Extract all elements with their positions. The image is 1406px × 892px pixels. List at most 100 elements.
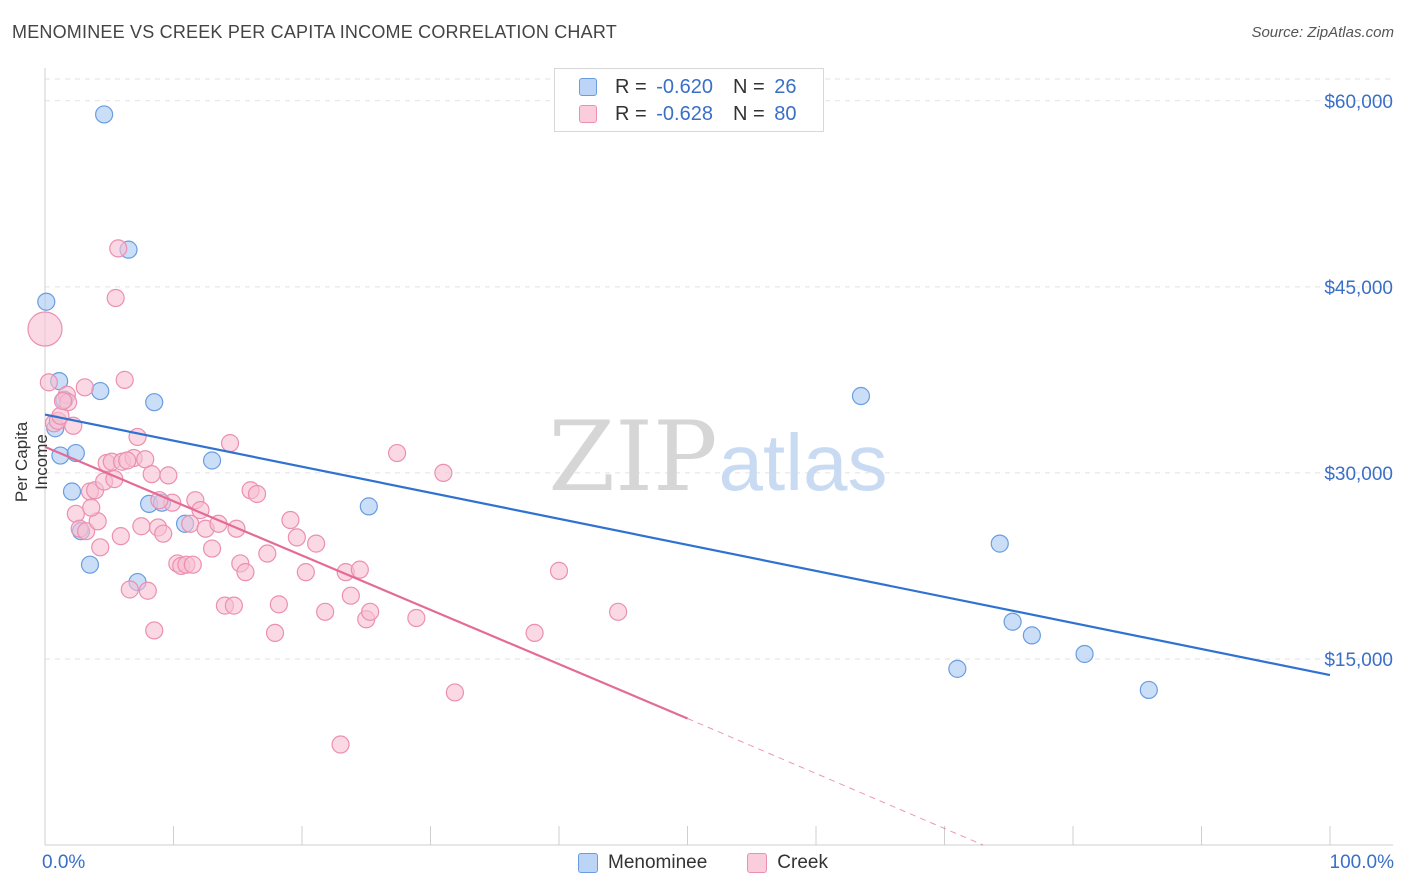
menominee-point <box>851 386 871 406</box>
creek-point <box>120 580 139 599</box>
y-tick-labels: $15,000 $30,000 $45,000 $60,000 <box>1324 92 1393 671</box>
creek-point <box>66 504 85 523</box>
creek-point <box>138 581 157 600</box>
creek-point <box>247 484 267 504</box>
legend-n-label: N = <box>732 75 771 98</box>
legend-item-creek: Creek <box>747 852 828 874</box>
creek-point <box>145 621 164 640</box>
creek-point <box>307 534 326 553</box>
menominee-point <box>359 497 378 516</box>
menominee-point <box>202 451 222 470</box>
creek-point <box>609 602 628 621</box>
legend-label-creek: Creek <box>777 852 828 873</box>
creek-point <box>265 623 285 643</box>
creek-point <box>525 623 544 643</box>
creek-point <box>350 560 369 579</box>
creek-point <box>434 463 453 483</box>
legend-row-creek: R = -0.628 N = 80 <box>579 101 796 127</box>
creek-point <box>258 544 277 563</box>
menominee-point <box>1075 644 1094 664</box>
creek-point <box>316 602 335 621</box>
creek-point <box>549 561 569 580</box>
y-tick-label-45000: $45,000 <box>1324 278 1393 299</box>
menominee-point <box>62 482 82 501</box>
creek-point <box>118 451 137 470</box>
creek-point <box>296 563 315 582</box>
menominee-point <box>990 534 1009 553</box>
menominee-point <box>1003 612 1022 631</box>
creek-point <box>269 595 288 614</box>
y-axis-label: Per Capita Income <box>12 421 51 503</box>
axes <box>44 68 1393 846</box>
menominee-point <box>95 105 114 124</box>
legend-r-value-menominee: -0.620 <box>656 75 713 98</box>
menominee-point <box>948 659 967 678</box>
creek-point <box>445 683 465 702</box>
legend-n-value-menominee: 26 <box>774 75 797 98</box>
y-tick-label-60000: $60,000 <box>1324 92 1393 113</box>
creek-point <box>159 466 178 485</box>
menominee-point <box>91 381 110 401</box>
creek-point <box>142 465 161 484</box>
creek-trend-line <box>44 445 688 720</box>
menominee-point <box>145 393 164 412</box>
creek-point <box>111 527 130 546</box>
series-legend: Menominee Creek <box>0 852 1406 874</box>
x-tick-min: 0.0% <box>42 852 86 873</box>
menominee-point <box>37 292 56 311</box>
creek-point <box>183 555 202 574</box>
stats-legend: R = -0.620 N = 26 R = -0.628 N = 80 <box>554 68 824 132</box>
creek-point <box>220 434 240 453</box>
legend-r-label: R = <box>615 75 653 98</box>
creek-point <box>287 528 306 547</box>
creek-point <box>387 443 407 463</box>
creek-point <box>128 427 147 447</box>
menominee-legend-swatch <box>578 853 599 873</box>
watermark-zip: ZIP <box>548 401 717 513</box>
creek-swatch <box>579 105 597 123</box>
creek-trend-extension <box>687 718 984 846</box>
watermark: ZIP atlas <box>548 401 887 513</box>
source-credit: Source: ZipAtlas.com <box>1251 24 1394 41</box>
creek-point <box>224 596 243 615</box>
creek-point <box>281 510 300 530</box>
creek-point <box>109 239 128 258</box>
x-tick-max: 100.0% <box>1329 852 1394 873</box>
legend-item-menominee: Menominee <box>578 852 707 874</box>
y-tick-label-30000: $30,000 <box>1324 464 1393 485</box>
trend-lines <box>44 413 1331 846</box>
chart-title: MENOMINEE VS CREEK PER CAPITA INCOME COR… <box>12 22 617 42</box>
legend-n-label: N = <box>732 102 771 125</box>
creek-point <box>106 288 125 308</box>
legend-n-value-creek: 80 <box>774 102 797 125</box>
creek-point <box>91 538 110 557</box>
menominee-point <box>1139 680 1158 700</box>
menominee-point <box>80 555 100 574</box>
creek-point <box>77 522 96 541</box>
menominee-point <box>1022 626 1041 645</box>
legend-r-label: R = <box>615 102 653 125</box>
creek-point <box>154 524 173 543</box>
creek-point <box>341 586 360 605</box>
menominee-swatch <box>579 78 597 96</box>
creek-point <box>39 373 58 392</box>
creek-point <box>82 498 101 517</box>
creek-point <box>202 539 222 558</box>
creek-point <box>53 391 73 411</box>
creek-point <box>27 311 63 347</box>
creek-point <box>407 608 426 628</box>
creek-point <box>115 370 134 389</box>
creek-point <box>361 602 380 621</box>
creek-point <box>75 378 94 397</box>
legend-row-menominee: R = -0.620 N = 26 <box>579 74 796 100</box>
y-tick-label-15000: $15,000 <box>1324 650 1393 671</box>
legend-r-value-creek: -0.628 <box>656 102 713 125</box>
creek-point <box>132 517 151 536</box>
watermark-atlas: atlas <box>719 418 888 507</box>
creek-point <box>331 735 350 754</box>
creek-point <box>236 563 255 582</box>
legend-label-menominee: Menominee <box>608 852 708 873</box>
creek-legend-swatch <box>747 853 768 873</box>
menominee-trend-line <box>44 413 1331 677</box>
